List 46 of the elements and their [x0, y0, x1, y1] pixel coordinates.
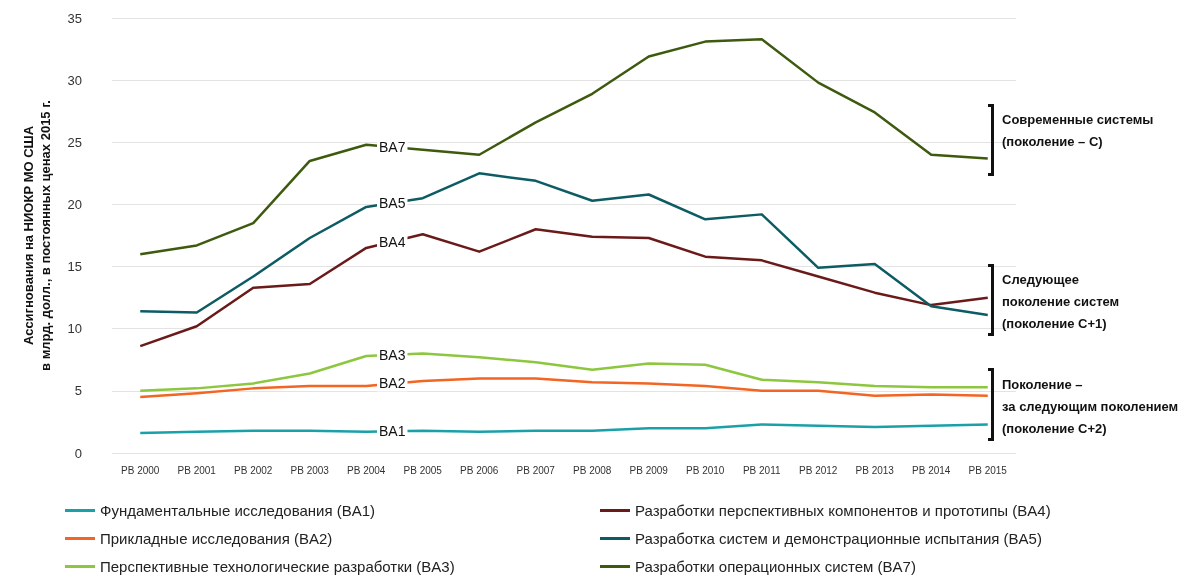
x-tick-label: PB 2014 — [912, 464, 951, 476]
x-tick-label: PB 2008 — [573, 464, 612, 476]
legend-label: Разработки перспективных компонентов и прототипы (BA4) — [635, 502, 1051, 519]
x-tick-label: PB 2004 — [347, 464, 386, 476]
legend-label: Разработки операционных систем (BA7) — [635, 558, 916, 575]
y-tick-label: 35 — [67, 10, 82, 26]
line-series — [139, 352, 989, 393]
legend-label: Разработка систем и демонстрационные испытания (BA5) — [635, 530, 1042, 547]
annotation: BA1 — [379, 423, 406, 440]
x-tick-label: PB 2011 — [742, 464, 781, 476]
legend-label: Фундаментальные исследования (BA1) — [100, 502, 376, 519]
annotation: BA5 — [379, 195, 406, 212]
legend-label: Перспективные технологические разработки (BA3) — [100, 558, 455, 575]
annotation: BA7 — [379, 139, 406, 156]
line-series — [139, 228, 989, 348]
x-tick-label: PB 2010 — [686, 464, 725, 476]
y-axis-title: Ассигнования на НИОКР МО США в млрд. долл., в постоянных ценах 2015 г. — [21, 100, 53, 371]
x-tick-label: PB 2000 — [121, 464, 160, 476]
y-tick-label: 15 — [67, 259, 82, 275]
x-tick-label: PB 2013 — [855, 464, 895, 476]
legend-label: Прикладные исследования (BA2) — [100, 530, 333, 547]
y-tick-label: 20 — [67, 196, 82, 212]
x-tick-label: PB 2003 — [290, 464, 330, 476]
x-tick-label: PB 2001 — [177, 464, 217, 476]
y-tick-label: 30 — [67, 72, 82, 88]
line-series — [139, 37, 989, 256]
line-series — [139, 377, 989, 399]
x-tick-label: PB 2007 — [516, 464, 556, 476]
annotation: Поколение – за следующим поколением (поколение C+2) — [1002, 375, 1179, 438]
annotation: Следующее поколение систем (поколение C+1) — [1002, 271, 1120, 333]
y-tick-label: 10 — [67, 321, 82, 337]
x-tick-label: PB 2006 — [460, 464, 499, 476]
x-tick-label: PB 2015 — [968, 464, 1008, 476]
x-tick-label: PB 2005 — [403, 464, 443, 476]
y-tick-label: 25 — [67, 134, 82, 150]
line-series — [139, 172, 989, 317]
annotation: BA3 — [379, 346, 406, 363]
line-series — [139, 423, 989, 435]
annotation: BA4 — [379, 233, 406, 250]
annotation: Современные системы (поколение – C) — [1002, 111, 1154, 151]
x-tick-label: PB 2009 — [629, 464, 669, 476]
annotation: BA2 — [379, 375, 406, 392]
x-tick-label: PB 2012 — [799, 464, 838, 476]
y-tick-label: 0 — [74, 445, 82, 461]
x-tick-label: PB 2002 — [234, 464, 273, 476]
y-tick-label: 5 — [74, 383, 82, 399]
